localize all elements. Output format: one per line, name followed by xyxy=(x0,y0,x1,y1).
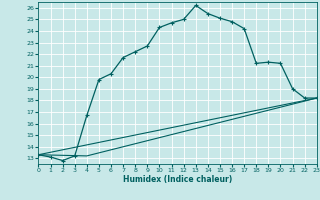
X-axis label: Humidex (Indice chaleur): Humidex (Indice chaleur) xyxy=(123,175,232,184)
